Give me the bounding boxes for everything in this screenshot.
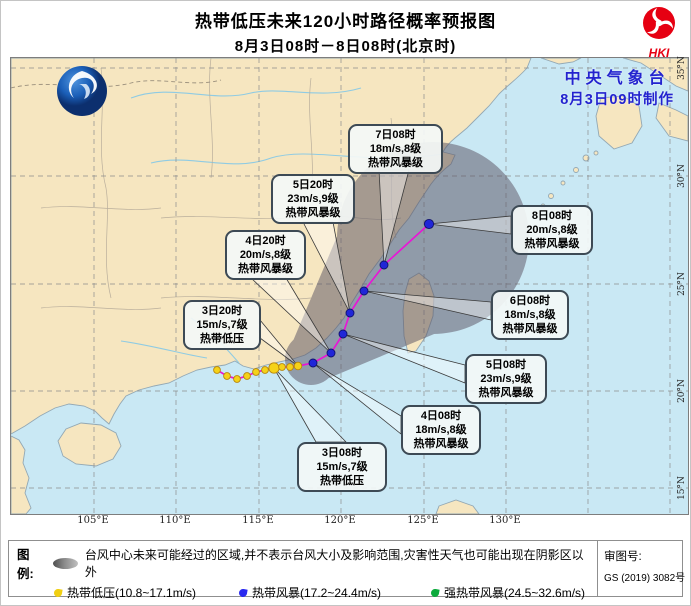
agency-name: 中央气象台 [564,70,670,87]
callout-5d20: 5日20时 23m/s,9级 热带风暴级 [271,174,355,225]
header: 热带低压未来120小时路径概率预报图 8月3日08时－8日08时(北京时) [0,0,691,57]
vietnam-coast [11,435,32,514]
page-subtitle: 8月3日08时－8日08时(北京时) [234,38,457,55]
callout-category: 热带风暴级 [285,207,341,220]
typhoon-track [213,218,435,383]
ryukyu-island [582,154,590,162]
lat-label-20n: 20°N [677,379,687,403]
callout-wind: 18m/s,8级 [415,424,467,437]
callout-wind: 23m/s,9级 [287,193,339,206]
ts-marker-icon [238,587,248,598]
japan-honshu [622,58,688,92]
callout-wind: 15m/s,7级 [196,319,248,332]
callout-6d08: 6日08时 18m/s,8级 热带风暴级 [491,290,569,341]
callout-category: 热带风暴级 [478,387,534,400]
legend-body: 图例: 台风中心未来可能经过的区域,并不表示台风大小及影响范围,灾害性天气也可能… [9,541,597,600]
sts-marker-icon [430,587,440,598]
callout-wind: 18m/s,8级 [369,143,422,156]
callout-time: 4日08时 [420,410,462,422]
td-marker-icon [53,587,63,598]
callout-5d08: 5日08时 23m/s,9级 热带风暴级 [465,354,547,405]
callout-time: 4日20时 [245,235,286,247]
ryukyu-island [560,180,566,186]
lat-label-30n: 30°N [677,164,687,188]
storm-points [308,218,435,368]
ryukyu-island [573,167,579,173]
callout-7d08: 7日08时 18m/s,8级 热带风暴级 [348,124,443,175]
callout-category: 热带风暴级 [502,323,558,336]
callout-wind: 20m/s,8级 [526,224,578,237]
legend-item-sts: 强热带风暴(24.5~32.6m/s) [430,584,591,601]
national-border-dashed [11,79,222,89]
cma-logo-icon [57,66,107,116]
luzon-tip [435,499,480,514]
lat-label-25n: 25°N [677,272,687,296]
hki-logo: HKI [637,3,681,60]
callout-4d20: 4日20时 20m/s,8级 热带风暴级 [225,230,306,281]
current-position-point [268,362,280,374]
callout-wind: 23m/s,9级 [480,373,532,386]
map-review-box: 审图号: GS (2019) 3082号 [597,541,686,596]
hki-logo-text: HKI [648,46,670,60]
callout-3d08: 3日08时 15m/s,7级 热带低压 [297,442,387,493]
lon-label-115e: 115°E [242,515,274,526]
korea-tip [540,58,582,65]
ryukyu-island [548,193,554,199]
track-map: 中央气象台 8月3日09时制作 3日08时 15m/s,7级 热带低压 3日20… [10,56,689,515]
callout-category: 热带风暴级 [368,157,423,170]
callout-wind: 15m/s,7级 [316,461,368,474]
graticule [11,58,688,514]
agency-issue-time: 8月3日09时制作 [560,92,674,108]
callout-category: 热带低压 [320,475,364,488]
agency-watermark: 中央气象台 8月3日09时制作 [560,64,674,109]
callout-category: 热带风暴级 [238,263,293,276]
lon-label-110e: 110°E [159,515,191,526]
legend-item-ts: 热带风暴(17.2~24.4m/s) [238,584,431,601]
callout-4d08: 4日08时 18m/s,8级 热带风暴级 [401,405,481,456]
callout-category: 热带风暴级 [413,438,469,451]
callout-time: 7日08时 [375,129,416,141]
lat-label-15n: 15°N [677,476,687,500]
japan-kyushu [595,95,643,150]
callout-category: 热带低压 [200,333,244,346]
lon-label-105e: 105°E [77,515,109,526]
lon-label-130e: 130°E [489,515,521,526]
ryukyu-island [593,150,599,156]
legend-item-label: 热带低压(10.8~17.1m/s) [67,586,197,600]
legend-item-label: 热带风暴(17.2~24.4m/s) [252,586,382,600]
cone-legend-icon [52,557,78,569]
legend-item-td: 热带低压(10.8~17.1m/s) [53,584,239,601]
lat-label-35n: 35°N [677,56,687,80]
depression-points [213,361,303,383]
callout-time: 3日20时 [201,305,243,317]
hki-pinwheel-icon [643,7,675,39]
callout-time: 6日08时 [509,295,551,307]
callout-time: 3日08时 [321,447,363,459]
review-label: 审图号: [604,551,642,563]
callout-time: 8日08时 [531,210,573,222]
page-title: 热带低压未来120小时路径概率预报图 [194,12,497,31]
callout-time: 5日08时 [485,359,527,371]
callout-category: 热带风暴级 [524,238,580,251]
lon-label-120e: 120°E [324,515,356,526]
legend-item-label: 强热带风暴(24.5~32.6m/s) [444,586,586,600]
callout-3d20: 3日20时 15m/s,7级 热带低压 [183,300,261,351]
callout-wind: 20m/s,8级 [239,249,292,262]
legend: 图例: 台风中心未来可能经过的区域,并不表示台风大小及影响范围,灾害性天气也可能… [8,540,686,600]
callout-8d08: 8日08时 20m/s,8级 热带风暴级 [511,205,593,256]
callout-time: 5日20时 [292,179,334,191]
lon-label-125e: 125°E [407,515,439,526]
hainan-island [57,422,122,467]
cone-legend-note: 台风中心未来可能经过的区域,并不表示台风大小及影响范围,灾害性天气也可能出现在阴… [84,548,584,579]
callout-wind: 18m/s,8级 [504,309,556,322]
japan-shikoku [655,102,688,142]
legend-title: 图例: [17,548,34,581]
review-number: GS (2019) 3082号 [604,573,686,584]
